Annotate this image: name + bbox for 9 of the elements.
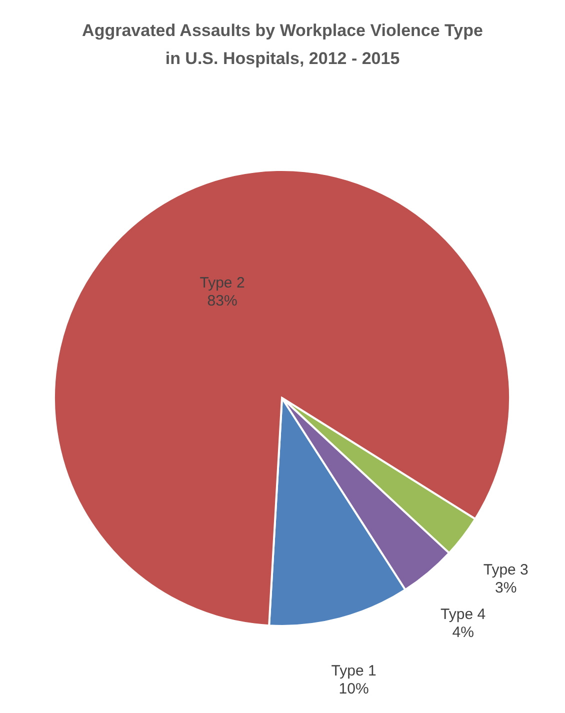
chart-title: Aggravated Assaults by Workplace Violence Type in U.S. Hospitals, 2012 - 2015 [82,21,483,68]
slice-label: Type 2 [200,274,245,292]
data-label: 10% [338,680,369,698]
data-label: 83% [207,292,238,310]
slice-label: Type 1 [331,662,376,680]
slice-label: Type 4 [440,606,486,624]
slice-label: Type 3 [483,561,528,578]
data-label: 4% [452,624,474,642]
data-label: 3% [495,579,517,596]
